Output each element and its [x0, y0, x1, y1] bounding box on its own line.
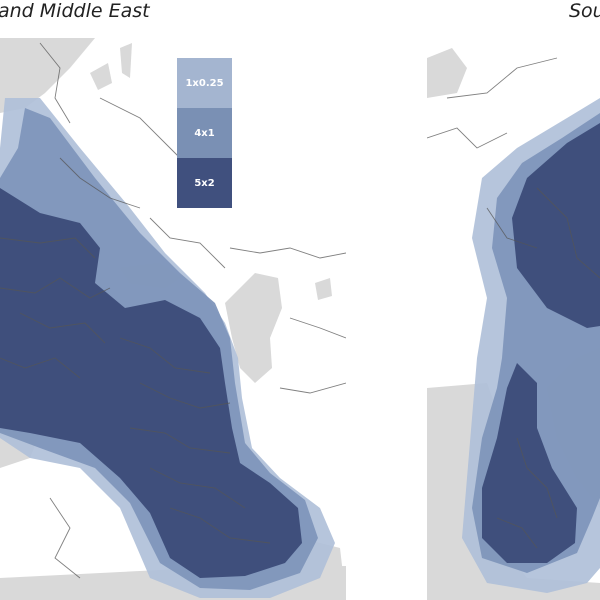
legend-item-5x2: 5x2	[177, 158, 232, 208]
coverage-legend: 1x0.25 4x1 5x2	[177, 58, 232, 208]
coverage-area-5x2	[0, 188, 302, 578]
map-title-right: Sou	[569, 0, 600, 22]
map-title-left: and Middle East	[0, 0, 150, 22]
legend-label-1x0-25: 1x0.25	[185, 77, 224, 89]
coverage-area-5x2	[512, 123, 600, 328]
coverage-map-south-asia	[427, 38, 600, 600]
legend-item-1x0-25: 1x0.25	[177, 58, 232, 108]
legend-item-4x1: 4x1	[177, 108, 232, 158]
legend-label-5x2: 5x2	[194, 177, 215, 189]
coverage-map-europe-middle-east	[0, 38, 346, 600]
coverage-area-5x2-south	[482, 363, 577, 563]
country-borders	[427, 57, 600, 549]
country-borders	[0, 42, 346, 579]
legend-label-4x1: 4x1	[194, 127, 215, 139]
